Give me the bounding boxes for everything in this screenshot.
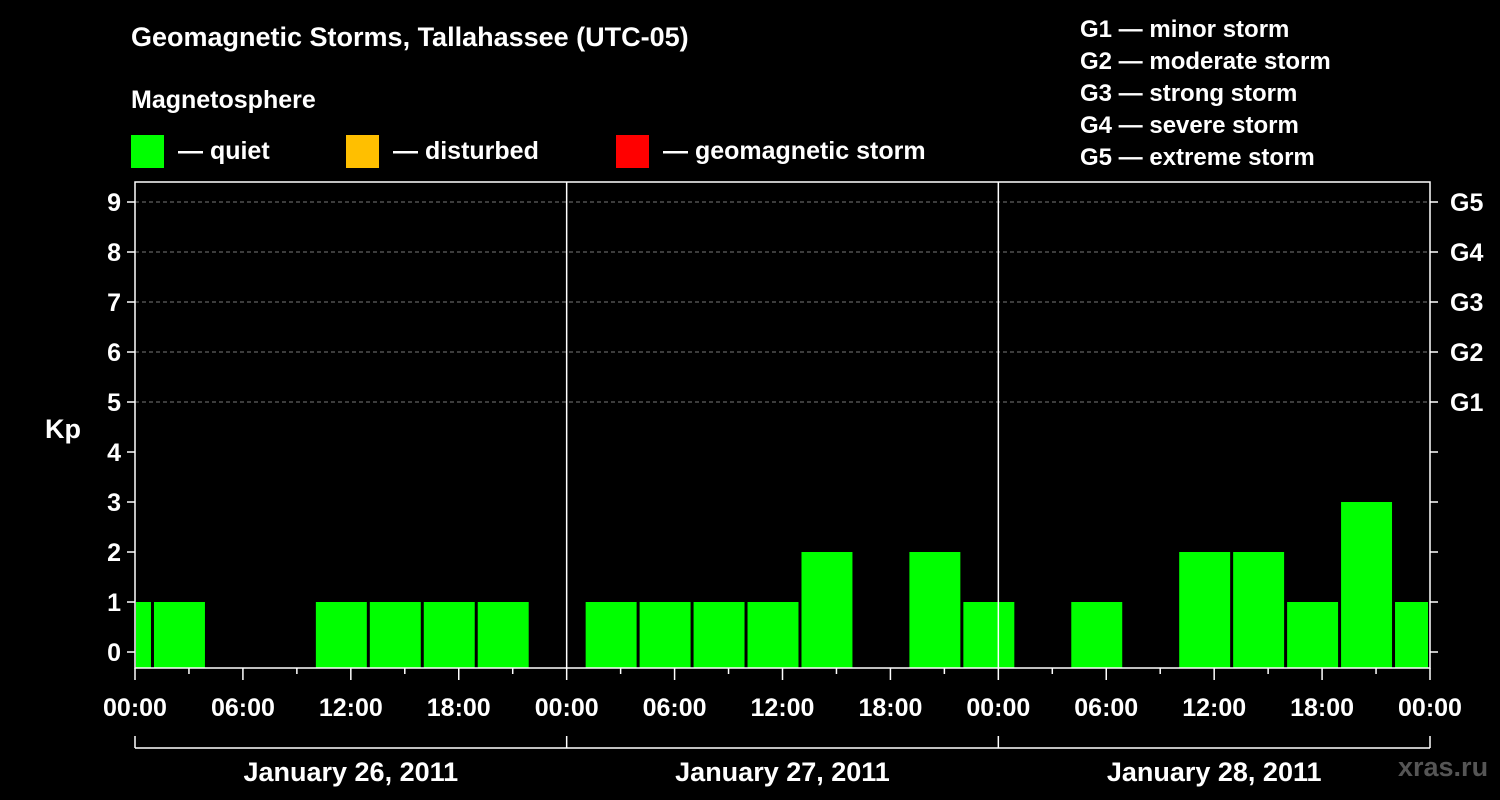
legend-label-disturbed: — disturbed [393,136,539,165]
kp-bar-23 [1341,502,1393,668]
storm-scale-g5: G5 — extreme storm [1080,144,1315,171]
g-scale-label-g3: G3 [1450,289,1483,317]
storm-scale-g2: G2 — moderate storm [1080,48,1331,75]
legend-label-storm: — geomagnetic storm [663,136,926,165]
kp-bar-7 [477,602,529,668]
legend-item-storm: — geomagnetic storm [616,134,926,168]
x-tick-label-12: 00:00 [1398,694,1462,722]
y-tick-label-2: 2 [107,539,121,567]
kp-bar-13 [801,552,853,668]
x-tick-label-5: 06:00 [643,694,707,722]
y-tick-label-6: 6 [107,339,121,367]
x-tick-label-7: 18:00 [858,694,922,722]
y-axis-label: Kp [45,414,81,444]
g-scale-label-g1: G1 [1450,389,1483,417]
kp-bar-18 [1071,602,1123,668]
x-tick-label-11: 18:00 [1290,694,1354,722]
kp-bar-20 [1179,552,1231,668]
storm-scale-g1: G1 — minor storm [1080,16,1290,43]
x-tick-label-4: 00:00 [535,694,599,722]
day-label-3: January 28, 2011 [1107,757,1322,787]
kp-bar-1 [153,602,205,668]
x-tick-label-3: 18:00 [427,694,491,722]
x-tick-label-0: 00:00 [103,694,167,722]
storm-scale-g4: G4 — severe storm [1080,112,1299,139]
y-tick-label-1: 1 [107,589,121,617]
legend-label-quiet: — quiet [178,136,270,165]
kp-bar-15 [909,552,961,668]
kp-bar-11 [693,602,745,668]
kp-bar-9 [585,602,637,668]
x-tick-label-9: 06:00 [1074,694,1138,722]
y-tick-label-9: 9 [107,189,121,217]
x-tick-label-2: 12:00 [319,694,383,722]
legend-item-quiet: — quiet [131,134,270,168]
storm-scale-g3: G3 — strong storm [1080,80,1298,107]
day-label-2: January 27, 2011 [675,757,890,787]
g-scale-label-g2: G2 [1450,339,1483,367]
watermark: xras.ru [1398,752,1489,782]
x-tick-label-1: 06:00 [211,694,275,722]
kp-bar-4 [315,602,367,668]
g-scale-label-g5: G5 [1450,189,1483,217]
legend-swatch-disturbed [346,134,379,168]
y-tick-label-0: 0 [107,639,121,667]
y-tick-label-7: 7 [107,289,121,317]
kp-bar-5 [369,602,421,668]
kp-bar-21 [1233,552,1285,668]
kp-bar-12 [747,602,799,668]
y-tick-label-3: 3 [107,489,121,517]
day-label-1: January 26, 2011 [243,757,458,787]
g-scale-label-g4: G4 [1450,239,1483,267]
legend-swatch-storm [616,134,649,168]
kp-bar-22 [1287,602,1339,668]
kp-bar-6 [423,602,475,668]
y-tick-label-8: 8 [107,239,121,267]
x-tick-label-6: 12:00 [751,694,815,722]
chart-title: Geomagnetic Storms, Tallahassee (UTC-05) [131,22,689,52]
chart-subtitle: Magnetosphere [131,86,316,114]
y-tick-label-4: 4 [107,439,121,467]
legend-swatch-quiet [131,134,164,168]
legend-item-disturbed: — disturbed [346,134,539,168]
kp-bar-16 [963,602,1015,668]
storm-scale-legend: G1 — minor storm G2 — moderate storm G3 … [1080,14,1331,174]
kp-bar-10 [639,602,691,668]
kp-bar-24 [1395,602,1428,668]
y-tick-label-5: 5 [107,389,121,417]
x-tick-label-8: 00:00 [966,694,1030,722]
x-tick-label-10: 12:00 [1182,694,1246,722]
kp-bar-0 [136,602,151,668]
